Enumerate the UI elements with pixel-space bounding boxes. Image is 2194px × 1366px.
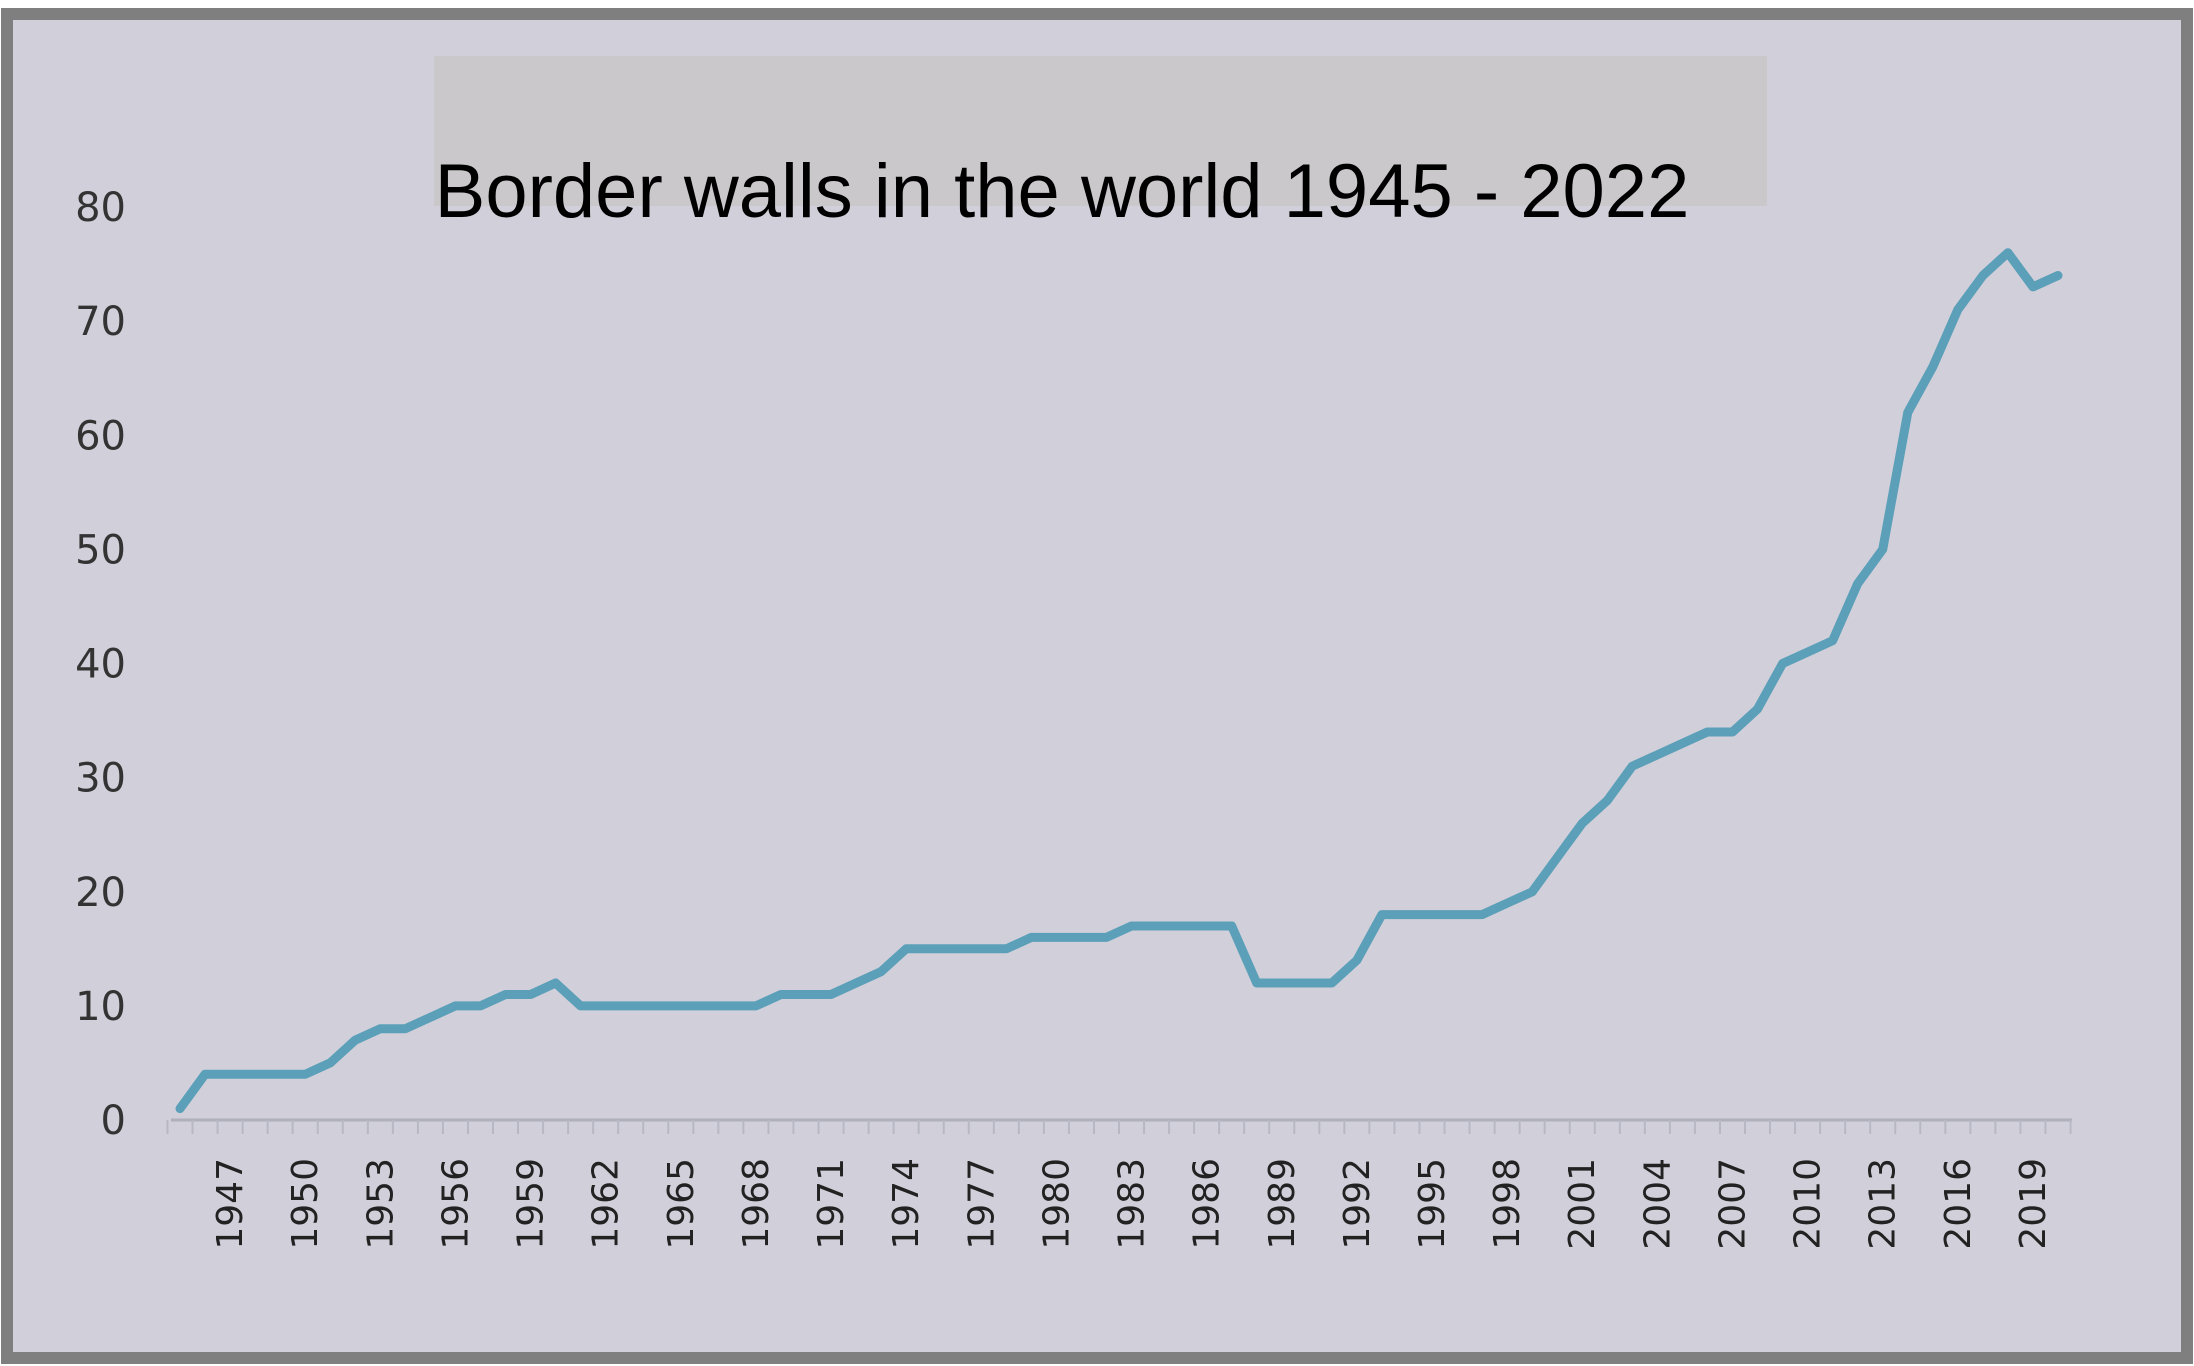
x-tick-label: 2019 bbox=[2013, 1158, 2054, 1250]
series-group bbox=[175, 248, 2063, 1114]
x-tick-label: 1959 bbox=[511, 1158, 552, 1250]
x-tick-label: 1983 bbox=[1112, 1158, 1153, 1250]
chart-frame bbox=[1, 8, 2193, 1364]
x-tick-label: 1989 bbox=[1262, 1158, 1303, 1250]
x-tick-label: 2001 bbox=[1562, 1158, 1603, 1250]
x-tick-label: 1974 bbox=[886, 1158, 927, 1250]
title-box bbox=[434, 56, 1767, 206]
y-tick-label: 20 bbox=[75, 870, 126, 916]
x-tick-label: 1998 bbox=[1487, 1158, 1528, 1250]
x-tick-label: 1992 bbox=[1337, 1158, 1378, 1250]
x-tick-label: 2007 bbox=[1712, 1158, 1753, 1250]
x-tick-label: 1953 bbox=[360, 1158, 401, 1250]
y-axis: 0 10 20 30 40 50 60 70 80 bbox=[75, 185, 126, 1144]
y-tick-label: 60 bbox=[75, 413, 126, 459]
x-tick-label: 1995 bbox=[1412, 1158, 1453, 1250]
y-tick-label: 70 bbox=[75, 299, 126, 345]
y-tick-label: 50 bbox=[75, 527, 126, 573]
y-tick-label: 30 bbox=[75, 756, 126, 802]
x-tick-label: 1977 bbox=[961, 1158, 1002, 1250]
x-tick-label: 1965 bbox=[661, 1158, 702, 1250]
x-tick-label: 1968 bbox=[736, 1158, 777, 1250]
y-tick-label: 0 bbox=[101, 1098, 126, 1144]
x-tick-label: 2016 bbox=[1938, 1158, 1979, 1250]
x-tick-label: 1980 bbox=[1036, 1158, 1077, 1250]
series-line bbox=[175, 248, 2063, 1114]
x-tick-label: 1986 bbox=[1187, 1158, 1228, 1250]
y-tick-label: 10 bbox=[75, 984, 126, 1030]
x-tick-label: 1950 bbox=[285, 1158, 326, 1250]
x-tick-label: 2010 bbox=[1788, 1158, 1829, 1250]
x-tick-label: 1956 bbox=[435, 1158, 476, 1250]
x-tick-label: 1947 bbox=[210, 1158, 251, 1250]
x-tick-label: 1962 bbox=[586, 1158, 627, 1250]
x-tick-label: 2004 bbox=[1637, 1158, 1678, 1250]
x-tick-label: 1971 bbox=[811, 1158, 852, 1250]
x-tick-label: 2013 bbox=[1863, 1158, 1904, 1250]
y-tick-label: 80 bbox=[75, 185, 126, 231]
x-axis: 1947 1950 1953 1956 1959 1962 1965 1968 1971 1974… bbox=[166, 1118, 2072, 1250]
chart-title: Border walls in the world 1945 - 2022 bbox=[435, 149, 1690, 234]
y-tick-label: 40 bbox=[75, 642, 126, 688]
